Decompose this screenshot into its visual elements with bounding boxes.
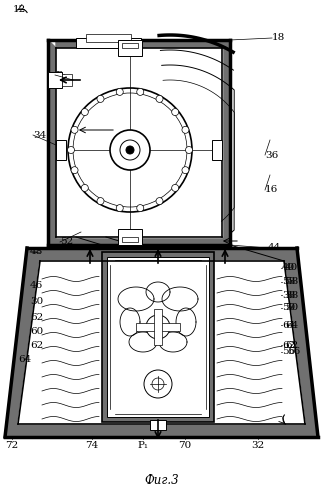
Text: 56: 56	[282, 348, 295, 356]
Polygon shape	[129, 332, 157, 352]
Polygon shape	[5, 248, 318, 437]
Circle shape	[172, 184, 179, 192]
Text: 52: 52	[60, 238, 73, 246]
Bar	[118, 40, 142, 56]
Text: 50: 50	[282, 304, 295, 312]
Text: 34: 34	[33, 130, 46, 140]
Circle shape	[116, 88, 123, 96]
Circle shape	[73, 93, 187, 207]
Text: 62: 62	[282, 340, 295, 349]
Text: 38: 38	[285, 290, 298, 300]
Circle shape	[68, 88, 192, 212]
Polygon shape	[118, 287, 154, 311]
Text: 44: 44	[268, 244, 281, 252]
Polygon shape	[284, 248, 318, 437]
Text: 30: 30	[30, 298, 43, 306]
Text: 50: 50	[285, 304, 298, 312]
Circle shape	[110, 130, 150, 170]
Text: 64: 64	[285, 320, 298, 330]
Text: P₁: P₁	[137, 440, 149, 450]
Text: 74: 74	[85, 440, 98, 450]
Polygon shape	[48, 40, 56, 245]
Circle shape	[156, 198, 163, 204]
Text: 62: 62	[30, 314, 43, 322]
Text: 62: 62	[30, 340, 43, 349]
Polygon shape	[27, 248, 297, 261]
Text: 64: 64	[18, 356, 31, 364]
Bar	[136, 323, 180, 331]
Bar	[154, 309, 162, 345]
Circle shape	[144, 370, 172, 398]
Text: 12: 12	[13, 6, 26, 15]
Polygon shape	[146, 282, 170, 302]
Circle shape	[71, 126, 78, 134]
Bar	[122, 43, 138, 48]
Text: 72: 72	[6, 440, 19, 450]
Circle shape	[137, 88, 144, 96]
Bar	[122, 237, 138, 242]
Text: 32: 32	[251, 440, 265, 450]
Polygon shape	[18, 261, 305, 424]
Circle shape	[120, 140, 140, 160]
Circle shape	[71, 166, 78, 173]
Text: 62: 62	[285, 340, 298, 349]
Bar	[62, 74, 72, 86]
Circle shape	[126, 146, 134, 154]
Polygon shape	[48, 237, 230, 245]
Text: 46: 46	[30, 280, 43, 289]
Bar	[76, 38, 141, 48]
Text: 56: 56	[287, 348, 300, 356]
Text: 58: 58	[285, 278, 298, 286]
Bar	[107, 257, 209, 417]
Text: 48: 48	[30, 248, 43, 256]
Bar	[56, 140, 66, 160]
Polygon shape	[176, 308, 196, 336]
Circle shape	[156, 96, 163, 102]
Text: 18: 18	[272, 34, 285, 42]
Circle shape	[81, 108, 88, 116]
Circle shape	[186, 146, 192, 154]
Text: 40: 40	[285, 264, 298, 272]
Circle shape	[97, 96, 104, 102]
Circle shape	[81, 184, 88, 192]
Polygon shape	[56, 48, 222, 237]
Polygon shape	[222, 40, 230, 245]
Polygon shape	[159, 332, 187, 352]
Text: 36: 36	[265, 150, 278, 160]
Text: 16: 16	[265, 186, 278, 194]
Circle shape	[146, 315, 170, 339]
Bar	[118, 229, 142, 245]
Polygon shape	[48, 40, 230, 48]
Circle shape	[152, 378, 164, 390]
Circle shape	[182, 126, 189, 134]
Text: 40: 40	[282, 264, 295, 272]
Circle shape	[116, 204, 123, 212]
Bar	[102, 252, 214, 422]
Text: P₂: P₂	[55, 70, 66, 80]
Polygon shape	[120, 308, 140, 336]
Text: 38: 38	[282, 290, 295, 300]
Text: 70: 70	[178, 440, 192, 450]
Polygon shape	[5, 248, 40, 437]
Text: 60: 60	[30, 328, 43, 336]
Circle shape	[68, 146, 74, 154]
Bar	[48, 72, 62, 88]
Circle shape	[97, 198, 104, 204]
Circle shape	[172, 108, 179, 116]
Bar	[86, 34, 131, 42]
Bar	[150, 420, 166, 430]
Polygon shape	[5, 424, 318, 437]
Text: 58: 58	[282, 278, 295, 286]
Text: 64: 64	[282, 320, 295, 330]
Text: Фиг.3: Фиг.3	[145, 474, 179, 486]
Bar	[212, 140, 222, 160]
Polygon shape	[162, 287, 198, 311]
Circle shape	[137, 204, 144, 212]
Circle shape	[182, 166, 189, 173]
